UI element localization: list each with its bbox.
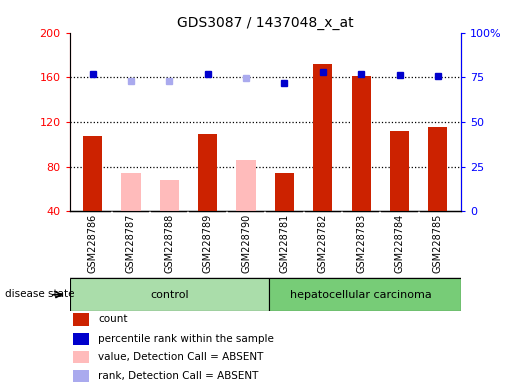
Bar — [275, 173, 294, 211]
Text: GSM228787: GSM228787 — [126, 214, 136, 273]
Bar — [428, 127, 448, 211]
Text: disease state: disease state — [5, 288, 75, 299]
Bar — [236, 160, 255, 211]
Text: count: count — [98, 314, 128, 324]
Bar — [73, 370, 89, 382]
Title: GDS3087 / 1437048_x_at: GDS3087 / 1437048_x_at — [177, 16, 353, 30]
Bar — [73, 313, 89, 326]
Text: GSM228782: GSM228782 — [318, 214, 328, 273]
Text: rank, Detection Call = ABSENT: rank, Detection Call = ABSENT — [98, 371, 259, 381]
Text: GSM228785: GSM228785 — [433, 214, 443, 273]
Text: GSM228790: GSM228790 — [241, 214, 251, 273]
Text: GSM228784: GSM228784 — [394, 214, 404, 273]
Text: GSM228789: GSM228789 — [203, 214, 213, 273]
Bar — [73, 333, 89, 345]
Text: GSM228783: GSM228783 — [356, 214, 366, 273]
Text: GSM228788: GSM228788 — [164, 214, 174, 273]
Text: percentile rank within the sample: percentile rank within the sample — [98, 334, 274, 344]
Bar — [73, 351, 89, 363]
Text: value, Detection Call = ABSENT: value, Detection Call = ABSENT — [98, 352, 264, 362]
Bar — [160, 180, 179, 211]
Bar — [198, 134, 217, 211]
Bar — [70, 278, 269, 311]
Bar — [313, 64, 332, 211]
Bar — [122, 173, 141, 211]
Bar — [390, 131, 409, 211]
Text: control: control — [150, 290, 188, 300]
Text: GSM228781: GSM228781 — [280, 214, 289, 273]
Bar — [352, 76, 371, 211]
Bar — [83, 136, 102, 211]
Text: GSM228786: GSM228786 — [88, 214, 97, 273]
Text: hepatocellular carcinoma: hepatocellular carcinoma — [290, 290, 432, 300]
Bar — [269, 278, 461, 311]
